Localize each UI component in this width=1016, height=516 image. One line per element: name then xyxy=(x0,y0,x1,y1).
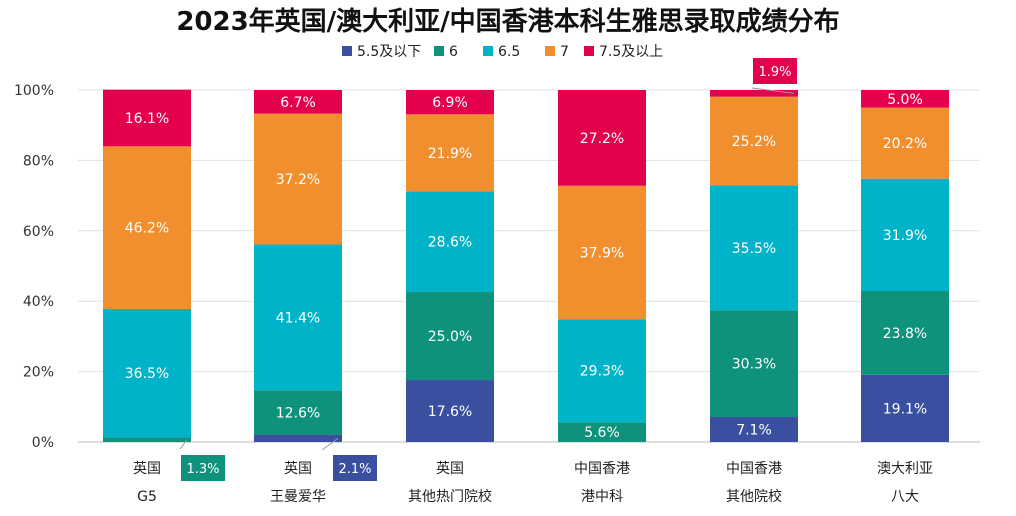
callout-label: 1.9% xyxy=(758,65,791,80)
gridlines xyxy=(78,89,980,443)
x-tick-label: 澳大利亚 xyxy=(877,461,933,477)
callout-leader xyxy=(751,87,795,94)
legend: 5.5及以下 6 6.5 7 7.5及以上 xyxy=(342,44,663,60)
callouts: 1.3% 2.1% 1.9% xyxy=(179,58,797,481)
legend-swatch xyxy=(342,46,352,56)
data-label: 5.0% xyxy=(887,92,923,108)
callout-leader xyxy=(179,439,188,450)
data-label: 12.6% xyxy=(276,405,320,421)
callout-box xyxy=(333,455,377,481)
legend-label: 7 xyxy=(560,44,569,60)
bar-segment xyxy=(406,191,494,293)
y-tick-label: 100% xyxy=(14,83,54,99)
bar-segment xyxy=(710,90,798,97)
bar-segment xyxy=(103,89,191,147)
data-label: 25.0% xyxy=(428,329,472,345)
bar-segment xyxy=(406,380,494,442)
legend-swatch xyxy=(483,46,493,56)
bar-segment xyxy=(103,146,191,309)
bar-segment xyxy=(861,107,949,179)
data-label: 37.2% xyxy=(276,172,320,188)
data-label: 20.2% xyxy=(883,136,927,152)
data-label: 41.4% xyxy=(276,310,320,326)
x-tick-label: 中国香港 xyxy=(574,461,630,477)
data-label: 19.1% xyxy=(883,401,927,417)
bar-segment xyxy=(406,90,494,115)
data-label: 6.9% xyxy=(432,95,468,111)
data-label: 35.5% xyxy=(732,241,776,257)
legend-label: 7.5及以上 xyxy=(599,44,663,60)
bar-segment xyxy=(254,90,342,114)
y-tick-label: 20% xyxy=(23,365,54,381)
data-label: 23.8% xyxy=(883,326,927,342)
x-tick-label: 王曼爱华 xyxy=(270,489,326,505)
data-label: 29.3% xyxy=(580,364,624,380)
data-label: 31.9% xyxy=(883,228,927,244)
x-tick-label: 八大 xyxy=(891,489,919,505)
bar-segment xyxy=(406,292,494,381)
bar-segment xyxy=(861,178,949,291)
bar-segment xyxy=(558,422,646,442)
bar-segment xyxy=(558,185,646,320)
data-label: 30.3% xyxy=(732,357,776,373)
x-tick-label: 英国 xyxy=(284,460,312,477)
bar-segment xyxy=(103,437,191,442)
bars: 36.5% 46.2% 16.1% 12.6% 41.4% 37.2% 6.7% 17.6% 2… xyxy=(103,89,949,442)
data-label: 27.2% xyxy=(580,131,624,147)
data-label: 7.1% xyxy=(736,423,772,439)
x-tick-label: 其他院校 xyxy=(726,488,782,505)
callout-leader xyxy=(321,437,339,451)
legend-label: 6 xyxy=(449,44,458,60)
x-tick-label: G5 xyxy=(137,489,157,505)
callout-label: 2.1% xyxy=(338,462,371,477)
data-label: 28.6% xyxy=(428,235,472,251)
chart-title: 2023年英国/澳大利亚/中国香港本科生雅思录取成绩分布 xyxy=(176,6,839,37)
bar-segment xyxy=(103,308,191,438)
bar-segment xyxy=(254,434,342,442)
bar-segment xyxy=(254,390,342,435)
data-label: 16.1% xyxy=(125,111,169,127)
y-tick-label: 0% xyxy=(32,435,54,451)
x-tick-label: 英国 xyxy=(133,460,161,477)
callout-box xyxy=(753,58,797,84)
legend-swatch xyxy=(434,46,444,56)
legend-swatch xyxy=(584,46,594,56)
data-label: 6.7% xyxy=(280,95,316,111)
data-label: 36.5% xyxy=(125,366,169,382)
data-label: 17.6% xyxy=(428,404,472,420)
data-label: 25.2% xyxy=(732,134,776,150)
data-label: 21.9% xyxy=(428,146,472,162)
bar-segment xyxy=(558,90,646,186)
y-axis: 0% 20% 40% 60% 80% 100% xyxy=(14,83,54,451)
data-label: 37.9% xyxy=(580,245,624,261)
bar-segment xyxy=(710,185,798,311)
bar-segment xyxy=(254,113,342,245)
legend-label: 6.5 xyxy=(498,44,520,60)
y-tick-label: 60% xyxy=(23,224,54,240)
data-label: 5.6% xyxy=(584,425,620,441)
x-tick-label: 其他热门院校 xyxy=(408,488,492,505)
legend-label: 5.5及以下 xyxy=(357,44,421,60)
data-label: 46.2% xyxy=(125,221,169,237)
x-tick-label: 港中科 xyxy=(581,489,623,505)
x-tick-label: 中国香港 xyxy=(726,461,782,477)
callout-label: 1.3% xyxy=(186,462,219,477)
bar-segment xyxy=(710,310,798,418)
legend-swatch xyxy=(545,46,555,56)
y-tick-label: 80% xyxy=(23,153,54,169)
bar-segment xyxy=(254,244,342,391)
bar-segment xyxy=(710,96,798,186)
bar-segment xyxy=(861,374,949,442)
x-tick-label: 英国 xyxy=(436,460,464,477)
bar-segment xyxy=(406,114,494,192)
bar-segment xyxy=(861,290,949,375)
bar-segment xyxy=(710,417,798,442)
y-tick-label: 40% xyxy=(23,294,54,310)
bar-segment xyxy=(558,319,646,423)
callout-box xyxy=(181,455,225,481)
bar-segment xyxy=(861,90,949,108)
